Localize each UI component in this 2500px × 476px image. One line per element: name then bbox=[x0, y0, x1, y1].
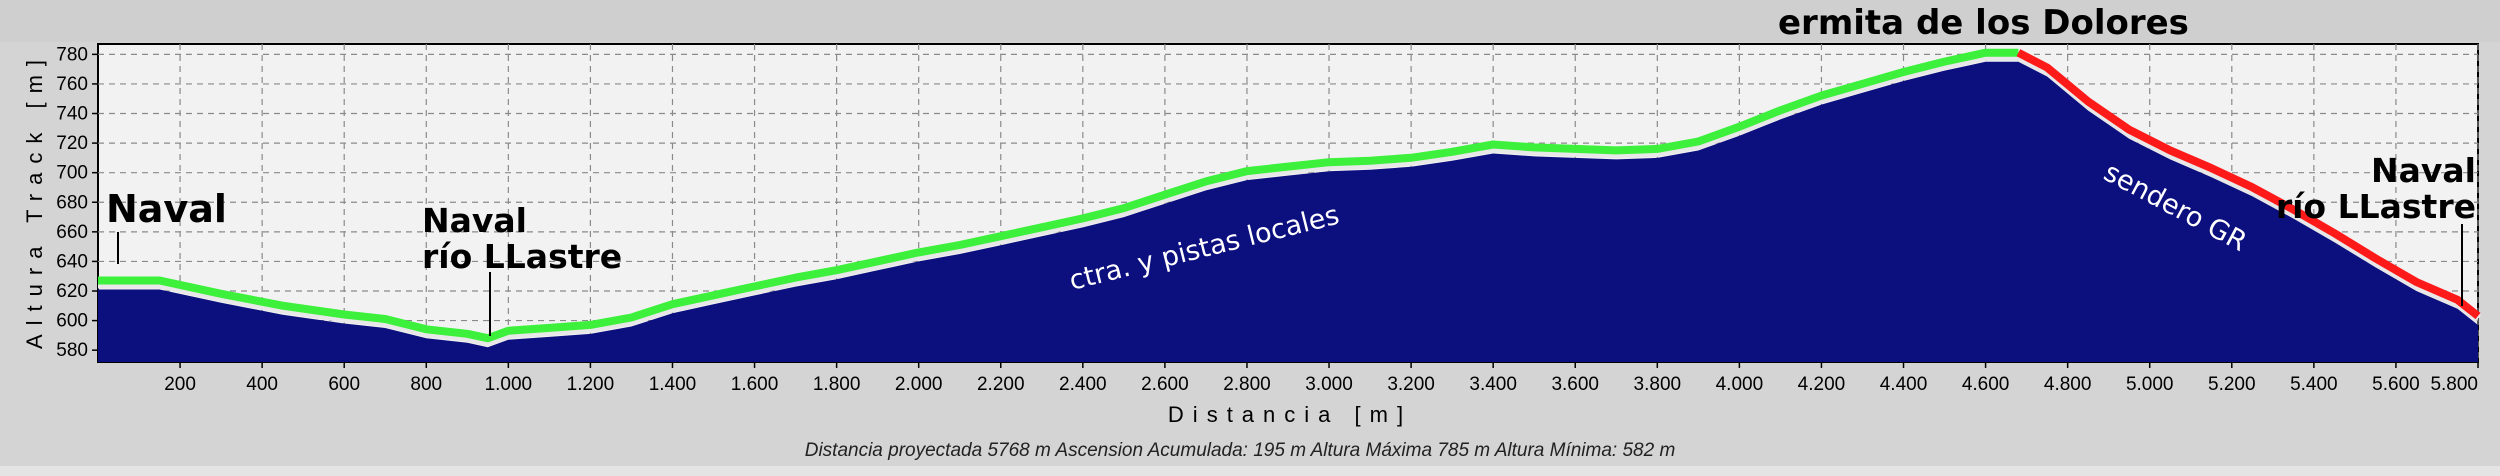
x-tick-label: 2.200 bbox=[977, 374, 1025, 395]
x-tick-label: 2.000 bbox=[895, 374, 943, 395]
x-tick-label: 5.800 bbox=[2430, 374, 2478, 395]
y-axis-title: Altura Track [m] bbox=[22, 51, 47, 349]
x-tick-label: 200 bbox=[164, 374, 196, 395]
x-tick-label: 3.400 bbox=[1469, 374, 1517, 395]
x-tick-label: 4.200 bbox=[1798, 374, 1846, 395]
y-tick-label: 580 bbox=[56, 340, 88, 361]
status-bar bbox=[0, 466, 2500, 476]
elevation-area bbox=[98, 61, 2478, 362]
y-tick-label: 720 bbox=[56, 133, 88, 154]
route-lines-layer bbox=[98, 48, 2481, 343]
x-tick-label: 1.200 bbox=[567, 374, 615, 395]
end-place-label-2: río LLastre bbox=[2276, 187, 2476, 226]
road-route-line bbox=[98, 48, 2019, 343]
x-tick-label: 3.200 bbox=[1387, 374, 1435, 395]
y-tick-label: 660 bbox=[56, 222, 88, 243]
y-tick-label: 740 bbox=[56, 104, 88, 125]
y-tick-label: 600 bbox=[56, 311, 88, 332]
trail-route-line bbox=[2016, 49, 2481, 320]
y-tick-label: 680 bbox=[56, 192, 88, 213]
x-tick-label: 5.600 bbox=[2372, 374, 2420, 395]
x-tick-label: 3.600 bbox=[1551, 374, 1599, 395]
end-place-label-1: Naval bbox=[2371, 151, 2476, 190]
x-tick-label: 600 bbox=[328, 374, 360, 395]
summit-place-label: ermita de los Dolores bbox=[1778, 3, 2189, 43]
x-axis-title: Distancia [m] bbox=[1168, 402, 1412, 427]
x-axis-ticks: 200 400 600 800 1.000 1.200 1.400 1.600 1.800 2.0… bbox=[164, 362, 2479, 395]
x-tick-label: 3.000 bbox=[1305, 374, 1353, 395]
y-tick-label: 620 bbox=[56, 281, 88, 302]
route-statistics: Distancia proyectada 5768 m Ascension Ac… bbox=[805, 440, 1676, 461]
x-tick-label: 1.800 bbox=[813, 374, 861, 395]
x-tick-label: 400 bbox=[246, 374, 278, 395]
y-tick-label: 700 bbox=[56, 163, 88, 184]
x-tick-label: 5.200 bbox=[2208, 374, 2256, 395]
y-tick-label: 760 bbox=[56, 74, 88, 95]
x-tick-label: 2.800 bbox=[1223, 374, 1271, 395]
start-place-label: Naval bbox=[106, 187, 227, 231]
x-tick-label: 1.400 bbox=[649, 374, 697, 395]
mid-place-label-2: río LLastre bbox=[422, 237, 622, 276]
x-tick-label: 4.000 bbox=[1716, 374, 1764, 395]
title-band bbox=[0, 0, 2500, 42]
x-tick-label: 800 bbox=[410, 374, 442, 395]
mid-place-label-1: Naval bbox=[422, 201, 527, 240]
y-axis-ticks: 580 600 620 640 660 680 700 720 740 760 780 bbox=[56, 44, 98, 361]
x-tick-label: 1.600 bbox=[731, 374, 779, 395]
x-tick-label: 2.600 bbox=[1141, 374, 1189, 395]
x-tick-label: 4.800 bbox=[2044, 374, 2092, 395]
y-tick-label: 780 bbox=[56, 44, 88, 65]
y-tick-label: 640 bbox=[56, 251, 88, 272]
x-tick-label: 3.800 bbox=[1634, 374, 1682, 395]
x-tick-label: 2.400 bbox=[1059, 374, 1107, 395]
x-tick-label: 1.000 bbox=[485, 374, 533, 395]
x-tick-label: 5.400 bbox=[2290, 374, 2338, 395]
x-tick-label: 4.400 bbox=[1880, 374, 1928, 395]
x-tick-label: 4.600 bbox=[1962, 374, 2010, 395]
x-tick-label: 5.000 bbox=[2126, 374, 2174, 395]
